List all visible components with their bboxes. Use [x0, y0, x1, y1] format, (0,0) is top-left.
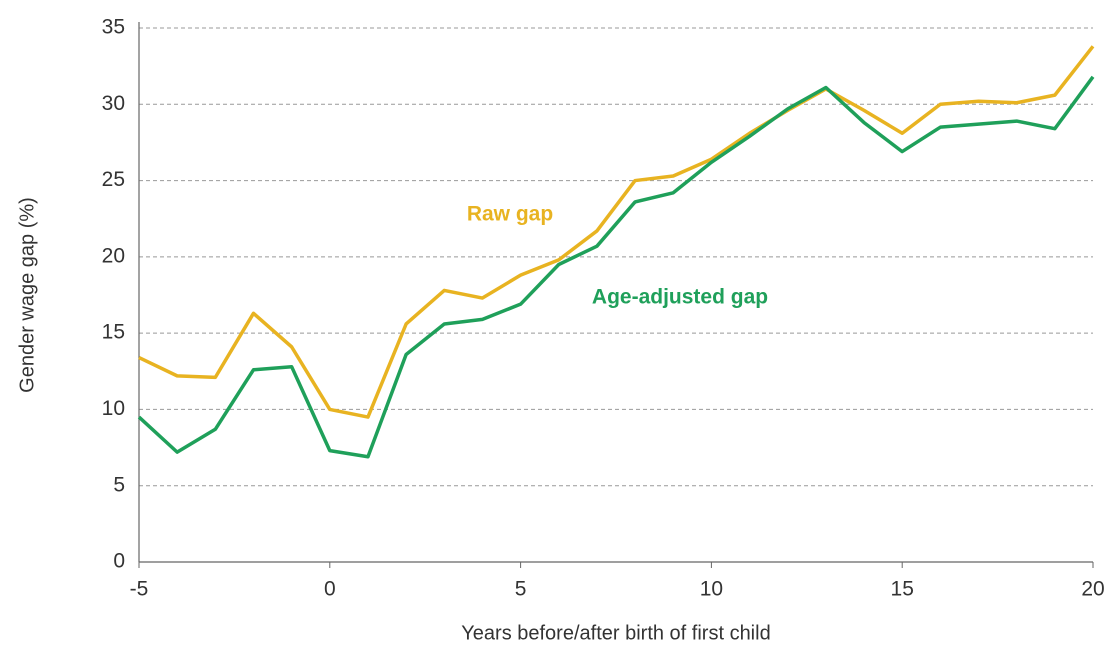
y-tick-label: 30 — [102, 92, 125, 115]
y-tick-label: 20 — [102, 244, 125, 267]
x-tick-label: 15 — [891, 578, 914, 601]
x-tick-label: 20 — [1081, 578, 1104, 601]
y-axis-title: Gender wage gap (%) — [16, 197, 38, 393]
y-tick-label: 25 — [102, 168, 125, 191]
x-tick-label: 5 — [515, 578, 527, 601]
y-tick-label: 5 — [113, 473, 125, 496]
series-line — [138, 45, 1095, 419]
y-tick-label: 35 — [102, 16, 125, 39]
x-tick-label: 0 — [324, 578, 336, 601]
x-tick-label: -5 — [130, 578, 149, 601]
series-label: Raw gap — [467, 203, 553, 226]
y-tick-label: 15 — [102, 321, 125, 344]
x-tick-label: 10 — [700, 578, 723, 601]
y-tick-label: 0 — [113, 550, 125, 573]
y-tick-label: 10 — [102, 397, 125, 420]
series-line — [137, 75, 1095, 459]
x-axis-title: Years before/after birth of first child — [461, 622, 770, 644]
series-label: Age-adjusted gap — [592, 286, 768, 309]
